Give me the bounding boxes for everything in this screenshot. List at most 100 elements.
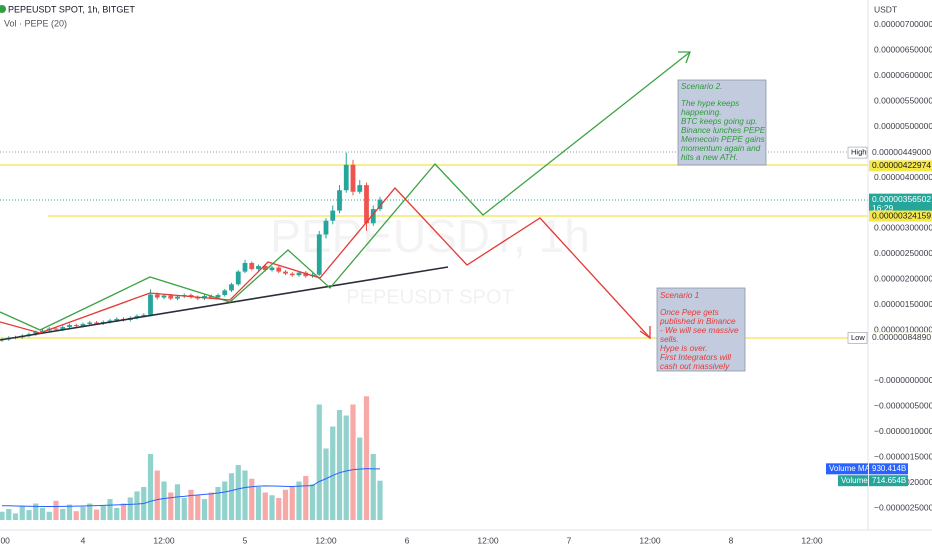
arrow-head <box>678 51 691 64</box>
candle-body <box>175 296 180 299</box>
price-label: 0.00000084890 <box>872 332 931 342</box>
candle-body <box>357 185 363 192</box>
candle-body <box>141 314 147 316</box>
note-line: Memecoin PEPE gains <box>681 135 765 144</box>
label-box <box>869 147 932 159</box>
currency: USDT <box>874 4 897 14</box>
y-tick-label: −0.00000150000 <box>874 452 932 462</box>
volume-bar <box>19 505 25 520</box>
x-tick-label: 12:00 <box>801 535 823 545</box>
candle-body <box>80 324 86 327</box>
note-line: Once Pepe gets <box>660 308 719 317</box>
volume-bar <box>282 489 289 520</box>
volume-bar <box>107 499 113 520</box>
volume-bar <box>168 492 174 520</box>
value-label: 930.414B <box>872 464 906 473</box>
volume-bar <box>336 410 343 520</box>
y-tick-label: −0.00000250000 <box>874 502 932 512</box>
candle-body <box>249 262 255 270</box>
label-box <box>869 332 932 344</box>
y-tick-label: −0.00000050000 <box>874 401 932 411</box>
x-tick-label: 5 <box>243 535 248 545</box>
legend-name: Volume MA <box>829 464 871 473</box>
candle-body <box>60 327 66 330</box>
volume-bar <box>228 473 235 520</box>
symbol-icon <box>0 5 6 13</box>
volume-bar <box>174 484 181 520</box>
volume-bar <box>289 487 295 520</box>
candle-body <box>40 330 45 333</box>
volume-bar <box>357 437 363 520</box>
volume-bar <box>242 470 248 520</box>
label-box <box>869 210 932 222</box>
volume-bar <box>262 492 268 520</box>
candle-body <box>303 272 309 277</box>
symbol-title: PEPEUSDT SPOT, 1h, BITGET <box>8 4 135 14</box>
volume-bar <box>208 492 214 520</box>
volume-bar <box>161 481 167 520</box>
candle-body <box>242 262 248 272</box>
candle-body <box>215 295 221 298</box>
volume-bar <box>195 495 201 520</box>
volume-bar <box>276 498 282 520</box>
volume-bar <box>147 454 154 520</box>
volume-bar <box>154 470 160 520</box>
price-tag: High <box>851 148 866 157</box>
candle-body <box>256 266 261 270</box>
candle-body <box>283 271 288 274</box>
label-box <box>826 463 868 475</box>
note-box <box>677 79 767 166</box>
drawings <box>0 51 691 341</box>
candle-body <box>229 284 234 291</box>
candle-body <box>276 267 282 272</box>
label-box <box>869 463 908 475</box>
note-line: BTC keeps going up. <box>681 117 757 126</box>
volume-bar <box>235 465 241 520</box>
scenario-1-path <box>0 187 651 339</box>
y-tick-label: 0.00000500000 <box>874 121 932 131</box>
candle-body <box>289 273 295 276</box>
volume-bar <box>73 511 79 520</box>
volume-bar <box>53 500 59 520</box>
volume-bar <box>363 396 370 520</box>
candle-body <box>269 267 275 271</box>
indicator-title: Vol · PEPE (20) <box>4 18 67 28</box>
candle-body <box>323 220 329 235</box>
note-line: - We will see massive <box>660 326 739 335</box>
note-line: cash out massively <box>660 362 730 371</box>
note-title: Scenario 2. <box>681 82 722 91</box>
candle-body <box>87 322 93 325</box>
candle-body <box>262 266 268 271</box>
volume-pane <box>0 396 383 520</box>
candles <box>0 152 383 342</box>
label-box <box>869 160 932 172</box>
x-tick-label: 12:00 <box>153 535 175 545</box>
volume-bar <box>6 509 12 520</box>
x-tick-label: 7 <box>567 535 572 545</box>
note-line: momentum again and <box>681 144 761 153</box>
watermark: PEPEUSDT, 1h PEPEUSDT SPOT <box>270 210 590 308</box>
candle-body <box>33 332 39 335</box>
y-tick-label: 0.00000200000 <box>874 273 932 283</box>
volume-bar <box>350 404 356 520</box>
x-tick-label: 12:00 <box>315 535 337 545</box>
volume-bar <box>134 491 140 520</box>
y-tick-label: 0.00000100000 <box>874 324 932 334</box>
candle-body <box>148 294 153 315</box>
candle-body <box>364 185 369 224</box>
y-tick-label: 0.00000700000 <box>874 19 932 29</box>
candle-body <box>377 199 383 210</box>
candle-body <box>343 164 349 191</box>
volume-bar <box>127 497 133 520</box>
volume-bar <box>377 480 383 520</box>
tag-box <box>847 331 868 344</box>
volume-bar <box>100 505 106 520</box>
volume-bar <box>249 478 255 520</box>
candle-body <box>337 190 342 211</box>
x-tick-label: 12:00 <box>639 535 661 545</box>
price-label: 0.00000422974 <box>872 160 931 170</box>
note-title: Scenario 1 <box>660 291 699 300</box>
y-tick-label: −0.00000100000 <box>874 426 932 436</box>
